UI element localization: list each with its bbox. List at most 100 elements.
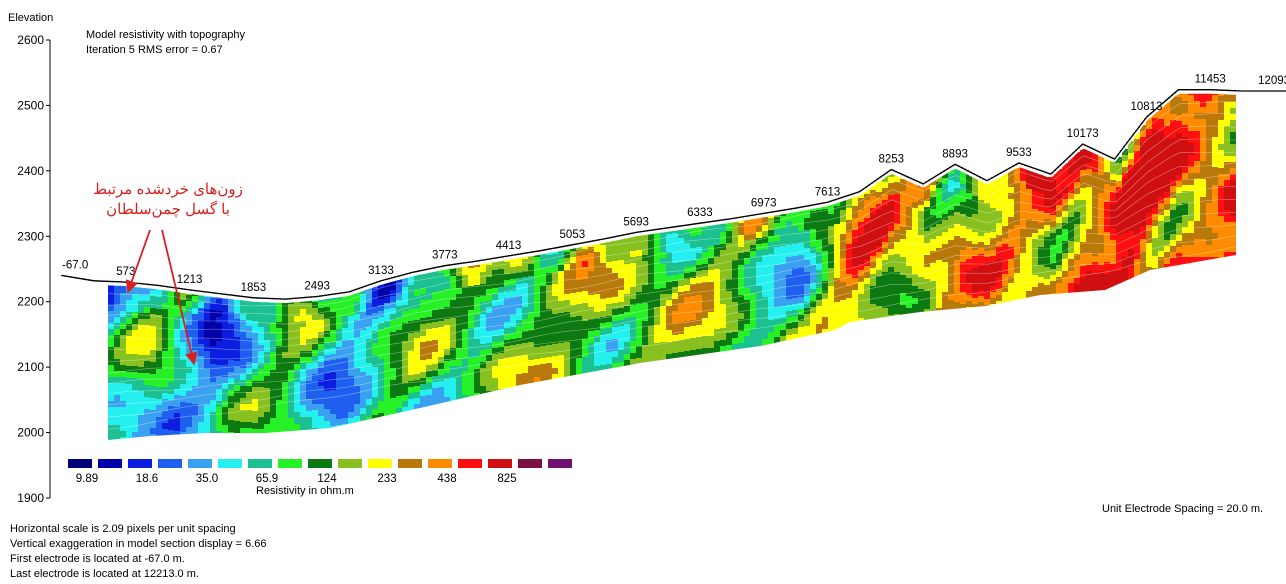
resistivity-cell <box>774 373 781 380</box>
resistivity-cell <box>846 274 853 281</box>
resistivity-cell <box>654 295 661 302</box>
resistivity-cell <box>972 388 979 395</box>
resistivity-cell <box>498 329 505 336</box>
resistivity-cell <box>678 382 685 389</box>
resistivity-cell <box>228 360 235 367</box>
resistivity-cell <box>360 390 367 397</box>
resistivity-cell <box>108 401 115 408</box>
resistivity-cell <box>642 303 649 310</box>
resistivity-cell <box>822 311 829 318</box>
resistivity-cell <box>828 430 835 437</box>
resistivity-cell <box>588 379 595 386</box>
resistivity-cell <box>834 422 841 429</box>
resistivity-cell <box>408 399 415 406</box>
resistivity-cell <box>546 393 553 400</box>
resistivity-cell <box>846 340 853 347</box>
resistivity-cell <box>390 278 397 285</box>
resistivity-cell <box>762 255 769 262</box>
resistivity-cell <box>564 282 571 289</box>
resistivity-cell <box>456 402 463 409</box>
resistivity-cell <box>666 366 673 373</box>
resistivity-cell <box>882 380 889 387</box>
resistivity-cell <box>354 350 361 357</box>
resistivity-cell <box>828 352 835 359</box>
resistivity-cell <box>684 357 691 364</box>
resistivity-cell <box>480 386 487 393</box>
resistivity-cell <box>810 355 817 362</box>
resistivity-cell <box>348 310 355 317</box>
resistivity-cell <box>678 424 685 431</box>
resistivity-cell <box>204 399 211 406</box>
resistivity-cell <box>570 257 577 264</box>
resistivity-cell <box>786 365 793 372</box>
resistivity-cell <box>276 346 283 353</box>
resistivity-cell <box>468 394 475 401</box>
resistivity-cell <box>192 314 199 321</box>
resistivity-cell <box>810 343 817 350</box>
resistivity-cell <box>882 344 889 351</box>
resistivity-cell <box>684 363 691 370</box>
resistivity-cell <box>546 441 553 448</box>
resistivity-cell <box>948 198 955 205</box>
resistivity-cell <box>954 170 961 177</box>
resistivity-cell <box>720 328 727 335</box>
resistivity-cell <box>948 390 955 397</box>
resistivity-cell <box>954 218 961 225</box>
resistivity-cell <box>108 389 115 396</box>
resistivity-cell <box>546 303 553 310</box>
resistivity-cell <box>660 294 667 301</box>
resistivity-cell <box>882 188 889 195</box>
resistivity-cell <box>540 358 547 365</box>
resistivity-cell <box>522 343 529 350</box>
resistivity-cell <box>480 404 487 411</box>
resistivity-cell <box>312 386 319 393</box>
resistivity-cell <box>930 257 937 264</box>
resistivity-cell <box>300 381 307 388</box>
resistivity-cell <box>978 200 985 207</box>
resistivity-cell <box>396 384 403 391</box>
resistivity-cell <box>840 336 847 343</box>
resistivity-cell <box>954 242 961 249</box>
resistivity-cell <box>312 320 319 327</box>
resistivity-cell <box>648 362 655 369</box>
resistivity-cell <box>672 335 679 342</box>
resistivity-cell <box>942 370 949 377</box>
resistivity-cell <box>666 372 673 379</box>
resistivity-cell <box>570 395 577 402</box>
resistivity-cell <box>966 355 973 362</box>
resistivity-cell <box>576 382 583 389</box>
resistivity-cell <box>786 341 793 348</box>
resistivity-cell <box>126 432 133 439</box>
resistivity-cell <box>156 435 163 440</box>
resistivity-cell <box>270 382 277 389</box>
resistivity-cell <box>972 328 979 335</box>
resistivity-cell <box>504 286 511 293</box>
resistivity-cell <box>396 360 403 367</box>
resistivity-cell <box>936 416 943 423</box>
resistivity-cell <box>798 219 805 226</box>
resistivity-cell <box>654 325 661 332</box>
resistivity-cell <box>654 403 661 410</box>
resistivity-cell <box>618 278 625 285</box>
resistivity-cell <box>474 387 481 394</box>
resistivity-cell <box>384 291 391 298</box>
resistivity-cell <box>516 266 523 273</box>
resistivity-cell <box>870 328 877 335</box>
resistivity-cell <box>114 299 121 306</box>
resistivity-cell <box>516 308 523 315</box>
resistivity-cell <box>228 444 235 451</box>
resistivity-cell <box>984 335 991 342</box>
resistivity-cell <box>468 304 475 311</box>
resistivity-cell <box>990 274 997 281</box>
resistivity-cell <box>888 285 895 292</box>
resistivity-cell <box>852 338 859 345</box>
resistivity-cell <box>858 426 865 433</box>
resistivity-cell <box>918 427 925 434</box>
resistivity-cell <box>888 195 895 202</box>
resistivity-cell <box>462 389 469 396</box>
resistivity-cell <box>594 306 601 313</box>
resistivity-cell <box>498 299 505 306</box>
resistivity-cell <box>648 284 655 291</box>
resistivity-cell <box>924 195 931 202</box>
resistivity-cell <box>666 348 673 355</box>
